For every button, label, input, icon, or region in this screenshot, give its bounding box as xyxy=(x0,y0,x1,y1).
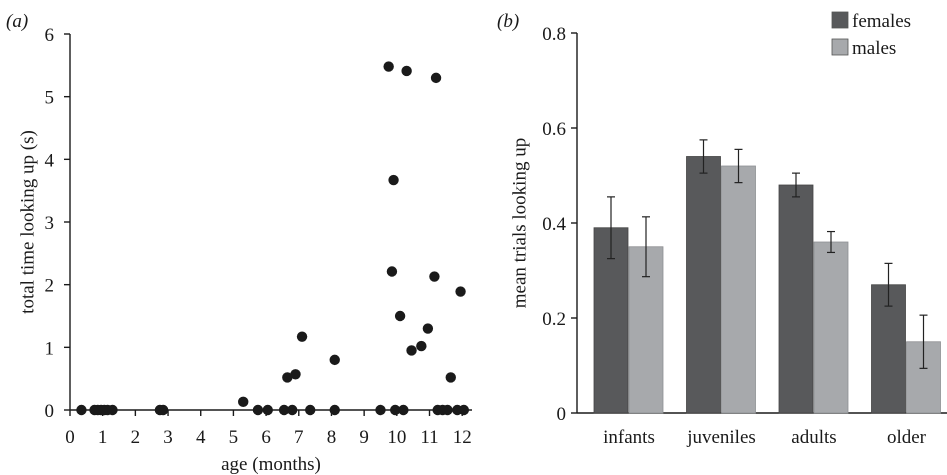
legend-swatch-males xyxy=(831,38,849,56)
data-point xyxy=(329,404,340,416)
panel-b-y-axis-label: mean trials looking up xyxy=(510,138,531,308)
category-label: older xyxy=(887,427,927,448)
data-point xyxy=(296,331,308,342)
panel-a-x-ticks: 0 1 2 3 4 5 6 7 8 9 10 11 12 xyxy=(65,410,472,448)
data-point xyxy=(416,340,427,352)
data-point xyxy=(375,404,386,416)
data-point xyxy=(386,266,398,277)
data-point xyxy=(278,404,290,416)
panel-b: (b) 0 0.2 0.4 0.6 0.8 infants juveniles adults… xyxy=(497,11,947,448)
data-point xyxy=(429,271,440,282)
data-point xyxy=(455,286,466,297)
x-tick-label: 9 xyxy=(359,427,369,448)
data-point xyxy=(305,404,316,416)
panel-b-legend: females males xyxy=(831,11,911,59)
data-point xyxy=(287,404,298,416)
y-tick-label: 2 xyxy=(45,276,55,297)
data-point xyxy=(430,72,442,84)
x-tick-label: 6 xyxy=(261,427,271,448)
x-tick-label: 1 xyxy=(98,427,108,448)
x-tick-label: 10 xyxy=(387,427,406,448)
data-point xyxy=(389,404,401,416)
y-tick-label: 0.2 xyxy=(542,309,566,330)
bar-males xyxy=(721,165,756,414)
panel-b-label: (b) xyxy=(497,11,519,32)
category-label: adults xyxy=(791,427,836,448)
y-tick-label: 0 xyxy=(557,404,567,425)
x-tick-label: 2 xyxy=(131,427,141,448)
panel-a-y-ticks: 0 1 2 3 4 5 6 xyxy=(45,25,70,422)
x-tick-label: 4 xyxy=(196,427,206,448)
x-tick-label: 8 xyxy=(327,427,337,448)
y-tick-label: 0.8 xyxy=(542,24,566,45)
data-point xyxy=(442,404,453,416)
data-point xyxy=(107,404,118,416)
x-tick-label: 11 xyxy=(420,427,438,448)
legend-label-females: females xyxy=(852,11,911,32)
panel-a-y-axis-label: total time looking up (s) xyxy=(18,130,39,314)
legend-label-males: males xyxy=(852,38,896,59)
panel-b-error-bars xyxy=(607,139,928,369)
data-point xyxy=(394,310,406,322)
x-tick-label: 3 xyxy=(163,427,173,448)
panel-b-y-ticks: 0 0.2 0.4 0.6 0.8 xyxy=(542,24,577,425)
bar-females xyxy=(778,184,814,414)
y-tick-label: 0.4 xyxy=(542,214,566,235)
x-tick-label: 7 xyxy=(294,427,304,448)
y-tick-label: 6 xyxy=(45,25,55,46)
y-tick-label: 0.6 xyxy=(542,119,566,140)
x-tick-label: 5 xyxy=(229,427,239,448)
y-tick-label: 1 xyxy=(45,338,55,359)
x-tick-label: 12 xyxy=(453,427,472,448)
data-point xyxy=(383,61,394,72)
panel-a-points xyxy=(76,61,470,416)
data-point xyxy=(388,174,399,186)
panel-a-label: (a) xyxy=(6,11,28,32)
data-point xyxy=(329,354,340,366)
y-tick-label: 5 xyxy=(45,88,55,109)
panel-a-x-axis-label: age (months) xyxy=(221,454,321,475)
data-point xyxy=(157,404,169,416)
y-tick-label: 4 xyxy=(45,150,55,171)
data-point xyxy=(262,404,273,416)
legend-swatch-females xyxy=(831,11,849,29)
data-point xyxy=(252,404,264,416)
category-label: juveniles xyxy=(686,427,756,448)
data-point xyxy=(76,404,87,416)
data-point xyxy=(290,369,301,380)
y-tick-label: 3 xyxy=(45,213,55,234)
panel-b-category-labels: infants juveniles adults older xyxy=(603,427,927,448)
category-label: infants xyxy=(603,427,655,448)
data-point xyxy=(406,345,417,356)
data-point xyxy=(282,372,293,383)
data-point xyxy=(445,372,456,383)
data-point xyxy=(401,65,412,77)
y-tick-label: 0 xyxy=(45,401,55,422)
bar-females xyxy=(686,156,721,414)
bar-males xyxy=(813,241,849,414)
x-tick-label: 0 xyxy=(65,427,75,448)
data-point xyxy=(238,396,249,408)
data-point xyxy=(398,404,409,416)
data-point xyxy=(458,404,470,416)
data-point xyxy=(422,323,434,334)
